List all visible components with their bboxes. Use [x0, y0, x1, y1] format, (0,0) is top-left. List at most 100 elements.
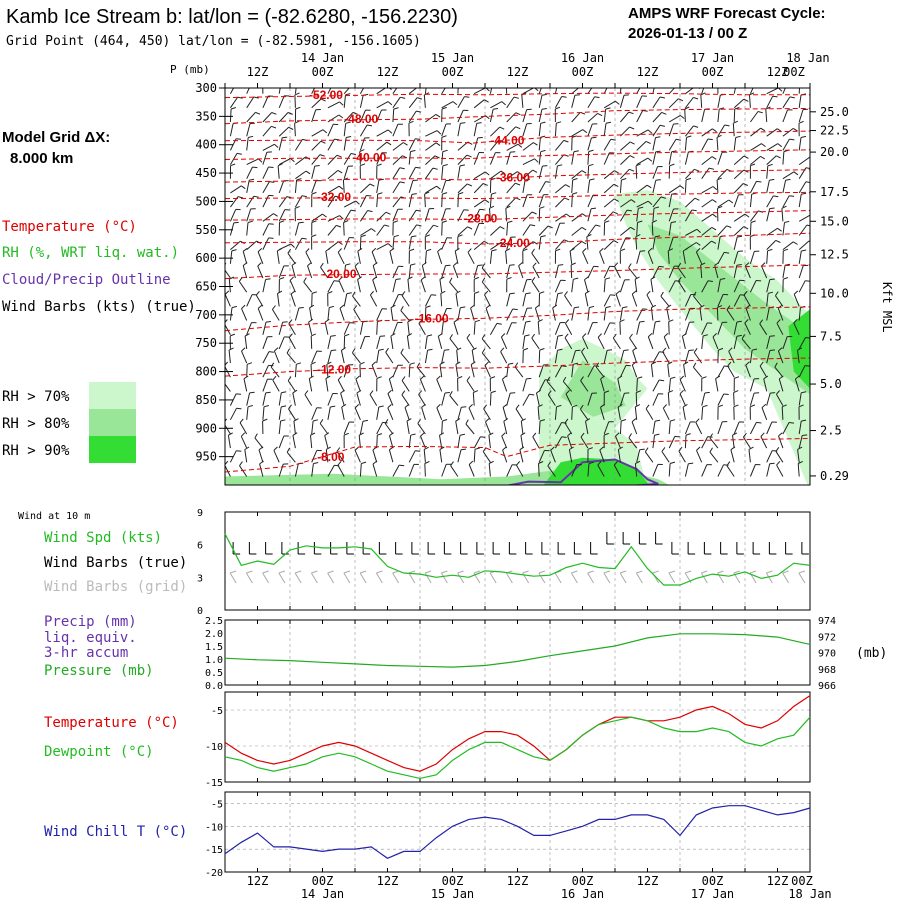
wind-barb	[668, 321, 670, 335]
pressure-axis-title: P (mb)	[170, 63, 210, 76]
wind-barb	[554, 223, 561, 236]
temperature-series-legend: Temperature (°C)	[44, 715, 179, 731]
wind-barb	[733, 98, 745, 109]
wind-barb-flag	[484, 171, 490, 176]
wind-barb	[554, 88, 558, 94]
wind-barb	[684, 209, 693, 222]
wind-barb-flag	[769, 462, 775, 465]
wind-barb-flag	[615, 432, 620, 437]
wind-barb-flag	[322, 129, 328, 134]
wind-barb	[482, 451, 491, 463]
wind-barb-flag	[574, 94, 580, 96]
wind-barb-flag	[481, 334, 486, 340]
wind-barb	[617, 449, 621, 463]
wind-barb	[290, 293, 296, 307]
time-label-bottom: 00Z	[442, 874, 464, 888]
wind-barb	[652, 125, 661, 137]
wind-barb	[327, 114, 340, 123]
wind-barb	[766, 463, 771, 477]
wind-barb-flag	[339, 101, 344, 106]
wind-barb-flag	[355, 375, 360, 380]
wind-barb	[761, 407, 768, 420]
wind-barb-flag	[466, 376, 471, 381]
wind-barb	[522, 224, 531, 236]
wind-barb-flag	[387, 101, 393, 106]
wind-barb-flag	[628, 433, 633, 438]
wind-barb-flag	[474, 291, 480, 294]
wind-barb	[246, 392, 251, 406]
wind-barb-flag	[470, 304, 475, 309]
wind-barb-flag	[274, 347, 279, 352]
wind-barb-flag	[334, 195, 341, 198]
wind-barb-flag	[776, 319, 781, 324]
wind-barb	[441, 308, 448, 321]
wind-barb	[597, 464, 605, 477]
wind-barb	[701, 213, 713, 222]
wind-barb	[484, 294, 491, 307]
wind-barb	[652, 236, 656, 250]
wind-barb-flag	[252, 166, 258, 169]
wind-barb	[369, 294, 378, 307]
wind-barb	[420, 279, 426, 293]
precip-y-tick-label: 1.0	[205, 655, 223, 666]
wind-barb	[229, 450, 237, 463]
wind-barb-flag	[320, 140, 326, 144]
wind-barb-grid-flag	[538, 570, 546, 574]
wind-barb-flag	[460, 306, 466, 309]
wind-barb	[488, 435, 491, 449]
wind-barb	[359, 321, 364, 335]
wind-barb	[506, 222, 509, 236]
wind-barb	[668, 420, 671, 435]
wind-barb-flag	[233, 221, 239, 224]
wind-barb-flag	[682, 248, 688, 252]
wind-barb-flag	[265, 278, 271, 280]
wind-barb	[774, 366, 784, 378]
wind-barb	[278, 322, 284, 335]
wind-barb	[794, 378, 800, 392]
wind-barb	[327, 307, 330, 321]
wind-barb-flag	[789, 96, 795, 99]
isotherm-line	[224, 169, 811, 183]
wind-barb	[424, 167, 434, 179]
wind-barb	[343, 364, 349, 378]
wind-barb-grid	[457, 572, 465, 584]
wind-barb	[716, 307, 719, 321]
wind-barb-flag	[640, 250, 646, 252]
wind-barb-flag	[595, 224, 601, 227]
wind-barb-flag	[287, 248, 292, 254]
wind-barb-flag	[518, 262, 523, 267]
kft-tick-label: 2.5	[820, 424, 842, 438]
wind-barb	[358, 435, 361, 449]
wind-barb	[473, 88, 486, 95]
wind-barb	[246, 195, 255, 208]
wind-barb	[684, 421, 691, 435]
wind-barb	[603, 322, 611, 335]
panel-frame	[224, 691, 811, 783]
kft-axis-title: Kft MSL	[880, 282, 894, 333]
wind-barb-flag	[659, 124, 666, 127]
wind-barb-flag	[645, 140, 651, 145]
wind-barb-flag	[393, 107, 399, 110]
wind-barb	[359, 88, 365, 94]
wind-barb	[425, 155, 436, 165]
wind-barb-flag	[263, 405, 269, 408]
wind-barb-flag	[330, 405, 336, 408]
wind-barb	[650, 307, 654, 321]
wind-barb	[652, 137, 656, 151]
wind-barb-flag	[297, 80, 302, 81]
wind-barb-flag	[230, 107, 237, 110]
wind-barb-flag	[637, 220, 643, 223]
wind-barb-flag	[324, 318, 330, 323]
wind-barb-flag	[482, 183, 488, 186]
wind-barb	[538, 420, 541, 435]
wind-barb-flag	[277, 248, 282, 252]
wind-barb	[287, 380, 296, 392]
wind-barb-flag	[695, 418, 700, 423]
wind-barb-grid-flag	[262, 570, 269, 574]
wind-barb-flag	[612, 333, 617, 339]
wind-barb-flag	[358, 432, 364, 436]
wind-barb-flag	[797, 446, 803, 450]
wind-barb-flag	[531, 277, 536, 282]
wind-barb	[357, 250, 361, 264]
wind-barb	[749, 111, 759, 123]
